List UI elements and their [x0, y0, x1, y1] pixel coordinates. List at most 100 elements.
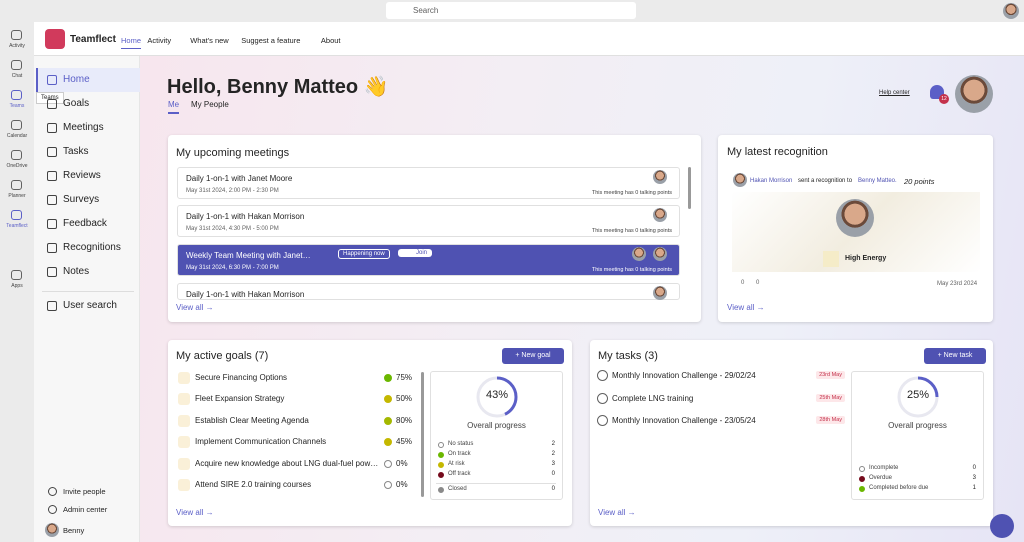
legend-name: Closed [448, 486, 467, 492]
card-title: My upcoming meetings [176, 147, 290, 159]
nav-item[interactable]: User search [63, 300, 117, 311]
nav-icon [47, 75, 57, 85]
header-tab[interactable]: What's new [190, 36, 229, 45]
meeting-title: Daily 1-on-1 with Hakan Morrison [186, 212, 305, 221]
nav-item[interactable]: Home [63, 74, 90, 85]
people-tab[interactable]: My People [191, 100, 229, 109]
status-dot [384, 395, 392, 404]
app-header [34, 22, 1024, 56]
scrollbar [421, 372, 424, 497]
chat-button[interactable] [990, 514, 1014, 538]
search-box[interactable]: Search [386, 2, 636, 19]
goal-percent: 75% [396, 373, 413, 382]
rail-label[interactable]: Apps [11, 283, 23, 289]
rec-badge: High Energy [845, 255, 887, 262]
nav-icon [47, 171, 57, 181]
card-title: My tasks (3) [598, 350, 658, 362]
sidebar [34, 56, 140, 542]
task-check[interactable] [597, 415, 608, 426]
nav-icon [47, 123, 57, 133]
nav-item[interactable]: Recognitions [63, 242, 121, 253]
rail-icon[interactable] [11, 210, 22, 220]
view-all[interactable]: View all → [598, 508, 636, 517]
rail-icon[interactable] [11, 270, 22, 280]
rail-icon[interactable] [11, 120, 22, 130]
header-tab[interactable]: Suggest a feature [241, 36, 301, 45]
legend-count: 3 [551, 461, 555, 467]
goal-percent: 0% [396, 458, 408, 468]
goal-percent: 0% [396, 480, 408, 489]
rail-label[interactable]: Activity [9, 43, 25, 49]
avatar [632, 247, 646, 261]
header-tab[interactable]: Home [121, 36, 142, 49]
goal-percent: 80% [396, 415, 413, 425]
view-all[interactable]: View all → [176, 508, 214, 517]
goal-name[interactable]: Secure Financing Options [195, 373, 288, 382]
view-all[interactable]: View all → [727, 303, 765, 312]
nav-item[interactable]: Goals [63, 98, 90, 109]
goal-icon [178, 479, 190, 491]
nav-item[interactable]: Tasks [63, 146, 89, 157]
legend-name: No status [448, 441, 474, 447]
new-goal[interactable]: + New goal [502, 348, 564, 364]
goal-name[interactable]: Fleet Expansion Strategy [195, 394, 285, 404]
rail-label[interactable]: OneDrive [6, 163, 28, 169]
app-logo [45, 29, 65, 49]
nav-item[interactable]: Feedback [63, 218, 107, 229]
new-task[interactable]: + New task [924, 348, 986, 364]
view-all[interactable]: View all → [176, 303, 214, 312]
header-tab[interactable]: About [320, 36, 341, 45]
legend-dot [438, 452, 444, 458]
status-dot [384, 459, 392, 468]
rail-label[interactable]: Planner [8, 193, 26, 199]
greeting: Hello, Benny Matteo 👋 [167, 76, 389, 98]
header-tab[interactable]: Activity [147, 36, 172, 45]
me-tab[interactable]: Me [168, 100, 180, 114]
footer-item[interactable]: Benny [63, 526, 85, 535]
nav-item[interactable]: Meetings [63, 122, 104, 133]
goal-icon [178, 436, 190, 449]
legend-name: At risk [448, 461, 465, 467]
goal-name[interactable]: Acquire new knowledge about LNG dual-fue… [195, 458, 379, 468]
rail-label[interactable]: Chat [11, 73, 23, 79]
legend-name: Completed before due [869, 485, 929, 491]
legend-dot [438, 442, 444, 448]
rail-icon[interactable] [11, 90, 22, 100]
legend-name: On track [448, 451, 471, 457]
avatar [836, 199, 874, 237]
legend-count: 0 [551, 486, 555, 492]
scrollbar [688, 167, 691, 209]
task-name[interactable]: Monthly Innovation Challenge - 23/05/24 [612, 416, 756, 425]
nav-icon [47, 267, 57, 277]
rail-icon[interactable] [11, 60, 22, 70]
rec-sender: Hakan Morrison [750, 178, 793, 184]
join-button[interactable]: Join [398, 249, 433, 257]
goal-name[interactable]: Implement Communication Channels [195, 437, 327, 447]
footer-item[interactable]: Admin center [63, 505, 108, 514]
meeting[interactable] [177, 283, 680, 300]
rail-label[interactable]: Teamflect [6, 223, 28, 229]
help-link[interactable]: Help center [879, 90, 910, 96]
task-name[interactable]: Complete LNG training [612, 393, 694, 403]
goal-name[interactable]: Attend SIRE 2.0 training courses [195, 480, 312, 489]
goal-name[interactable]: Establish Clear Meeting Agenda [195, 415, 309, 425]
rail-icon[interactable] [11, 30, 22, 40]
nav-item[interactable]: Notes [63, 266, 90, 277]
rail-label[interactable]: Teams [9, 103, 25, 109]
task-check[interactable] [597, 392, 608, 404]
rail-icon[interactable] [11, 180, 22, 190]
nav-item[interactable]: Reviews [63, 170, 101, 181]
rail-icon[interactable] [11, 150, 22, 160]
meeting[interactable] [177, 167, 680, 199]
task-name[interactable]: Monthly Innovation Challenge - 29/02/24 [612, 371, 756, 380]
divider [42, 291, 134, 292]
legend-dot [859, 476, 865, 482]
avatar [955, 75, 993, 113]
avatar [653, 247, 667, 261]
status-dot [384, 438, 392, 447]
footer-item[interactable]: Invite people [63, 487, 106, 496]
rail-label[interactable]: Calendar [6, 133, 28, 139]
task-check[interactable] [597, 370, 608, 381]
nav-item[interactable]: Surveys [63, 194, 100, 205]
meeting[interactable] [177, 205, 680, 237]
